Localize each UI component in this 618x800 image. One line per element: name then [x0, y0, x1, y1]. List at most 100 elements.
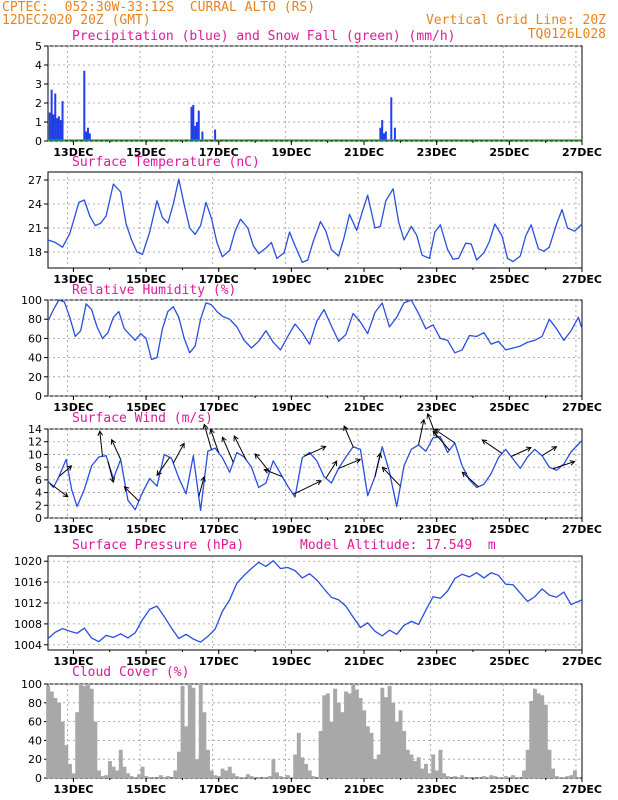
x-tick-label: 25DEC: [489, 523, 529, 536]
cloud-bar: [551, 768, 556, 778]
cloud-bar: [489, 775, 494, 778]
cloud-bar: [311, 776, 316, 778]
wind-line: [47, 435, 583, 512]
cloud-bar: [227, 766, 232, 778]
wind-arrow: [124, 486, 140, 502]
cloud-bar: [376, 754, 381, 778]
x-tick-label: 19DEC: [271, 401, 311, 414]
cloud-bar: [133, 777, 138, 778]
wind-arrow-head: [426, 412, 432, 419]
cloud-bar: [213, 775, 218, 778]
cloud-bar: [543, 704, 548, 778]
precip-bar: [56, 118, 59, 141]
precip-bar: [50, 89, 53, 141]
y-tick-label: 2: [35, 97, 42, 110]
x-tick-label: 21DEC: [344, 655, 384, 668]
wind-arrow: [107, 461, 114, 483]
x-tick-label: 13DEC: [53, 783, 93, 796]
cloud-bar: [107, 761, 112, 778]
cloud-bar: [293, 754, 298, 778]
wind-arrow-head: [461, 471, 468, 478]
cloud-bar: [173, 770, 178, 778]
y-tick-label: 1: [35, 116, 42, 129]
x-tick-label: 23DEC: [417, 146, 457, 159]
cloud-bar: [118, 749, 123, 778]
precip-bar: [195, 122, 198, 141]
x-tick-label: 15DEC: [126, 783, 166, 796]
precip-bar: [379, 127, 382, 141]
cloud-bar: [409, 754, 414, 778]
wind-arrow-head: [434, 428, 441, 435]
cloud-bar: [285, 775, 290, 778]
cloud-bar: [86, 684, 91, 778]
cloud-bar: [162, 777, 167, 778]
x-tick-label: 19DEC: [271, 783, 311, 796]
wind-arrow-head: [481, 439, 488, 445]
cloud-bar: [373, 759, 378, 778]
cloud-bar: [238, 777, 243, 778]
y-tick-label: 60: [28, 716, 42, 729]
cloud-bar: [423, 763, 428, 778]
wind-arrow-head: [62, 491, 69, 498]
cloud-bar: [93, 721, 98, 778]
cloud-bar: [216, 776, 221, 778]
cloud-bar: [456, 777, 461, 778]
wind-arrow: [382, 466, 401, 487]
wind-arrow: [49, 482, 69, 498]
wind-arrow-head: [221, 436, 227, 443]
cloud-bar: [318, 731, 323, 778]
panel-frame: [47, 428, 583, 519]
precip-bar: [48, 112, 51, 141]
cloud-bar: [322, 695, 327, 778]
precip-bar: [59, 120, 62, 141]
x-tick-label: 17DEC: [199, 655, 239, 668]
cloud-bar: [111, 766, 116, 778]
cloud-bar: [166, 776, 170, 778]
x-tick-label: 25DEC: [489, 655, 529, 668]
cloud-bar: [49, 691, 54, 778]
precip-bar: [88, 133, 91, 141]
wind-arrow: [434, 429, 456, 444]
cloud-bar: [336, 702, 341, 778]
cloud-bar: [67, 763, 72, 778]
title-temperature: Surface Temperature (nC): [72, 155, 260, 170]
x-tick-label: 27DEC: [562, 655, 602, 668]
wind-arrow: [552, 461, 575, 470]
cloud-bar: [434, 770, 439, 778]
cloud-bar: [202, 712, 207, 778]
cloud-bar: [362, 710, 367, 778]
y-tick-label: 80: [28, 313, 42, 326]
wind-arrow-head: [97, 430, 104, 436]
y-tick-label: 2: [35, 499, 42, 512]
header-datetime: 12DEC2020 20Z (GMT): [2, 13, 151, 28]
title-pressure: Surface Pressure (hPa): [72, 538, 245, 553]
x-tick-label: 15DEC: [126, 655, 166, 668]
x-tick-label: 19DEC: [271, 146, 311, 159]
cloud-bar: [307, 770, 312, 778]
cloud-bar: [57, 702, 62, 778]
x-tick-label: 19DEC: [271, 273, 311, 286]
wind-arrow-head: [381, 466, 388, 473]
cloud-bar: [329, 721, 334, 778]
cloud-bar: [402, 731, 407, 778]
precip-bar: [214, 129, 217, 141]
cloud-bar: [278, 776, 283, 778]
y-tick-label: 100: [21, 678, 42, 691]
cloud-bar: [64, 745, 69, 778]
header-location: CPTEC: 052:30W-33:12S CURRAL ALTO (RS): [2, 0, 316, 15]
wind-arrow-head: [156, 470, 162, 477]
wind-arrow-head: [254, 453, 260, 459]
cloud-bar: [351, 684, 356, 778]
pressure-line: [47, 560, 583, 643]
y-tick-label: 60: [28, 332, 42, 345]
title-cloud-cover: Cloud Cover (%): [72, 665, 190, 680]
wind-arrow: [510, 447, 532, 457]
cloud-bar: [387, 685, 392, 778]
x-tick-label: 21DEC: [344, 273, 384, 286]
cloud-bar: [129, 776, 134, 778]
precip-bar: [61, 101, 64, 141]
cloud-bar: [445, 776, 450, 778]
cloud-bar: [264, 777, 269, 778]
x-tick-label: 23DEC: [417, 523, 457, 536]
precip-bar: [192, 104, 195, 141]
